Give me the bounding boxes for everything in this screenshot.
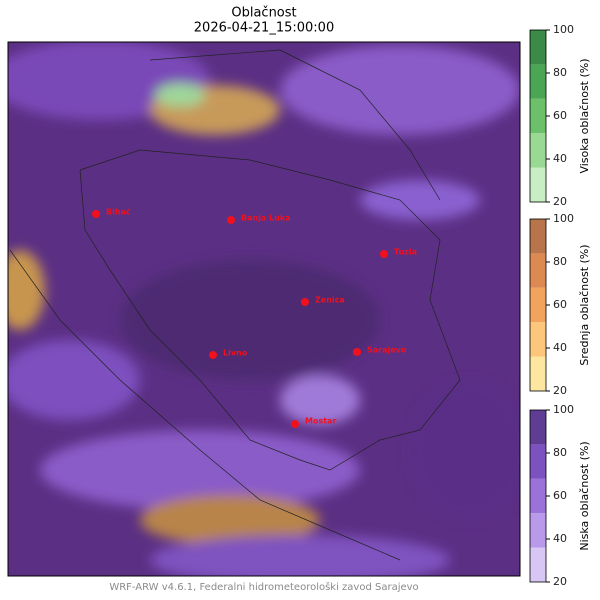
colorbar-segment bbox=[530, 167, 546, 202]
credit: WRF-ARW v4.6.1, Federalni hidrometeorolo… bbox=[109, 581, 418, 593]
colorbars: 20 40 60 80 100 Visoka oblačnost (%) 20 40 60 80 1… bbox=[529, 23, 591, 588]
city-label: Livno bbox=[223, 349, 248, 358]
colorbar-tick-label: 20 bbox=[553, 195, 567, 208]
colorbar-segment bbox=[530, 98, 546, 134]
city-marker bbox=[301, 298, 309, 306]
colorbar-segment bbox=[530, 64, 546, 99]
city-label: Sarajevo bbox=[367, 346, 407, 355]
colorbar-tick-label: 60 bbox=[553, 298, 567, 311]
colorbar-segment bbox=[530, 219, 546, 254]
city-marker bbox=[92, 210, 100, 218]
cities: Bihać Banja Luka Tuzla Zenica Livno Sara… bbox=[92, 207, 417, 428]
colorbar-segment bbox=[530, 513, 546, 548]
colorbar-segment bbox=[530, 322, 546, 357]
colorbar-label: Visoka oblačnost (%) bbox=[578, 58, 591, 173]
colorbar-tick-label: 100 bbox=[553, 23, 574, 36]
colorbar-tick-label: 20 bbox=[553, 384, 567, 397]
colorbar-segment bbox=[530, 410, 546, 445]
colorbar-segment bbox=[530, 547, 546, 582]
colorbar-tick-label: 60 bbox=[553, 109, 567, 122]
colorbar-tick-label: 80 bbox=[553, 66, 567, 79]
city-label: Zenica bbox=[315, 296, 345, 305]
colorbar-label: Srednja oblačnost (%) bbox=[578, 244, 591, 365]
colorbar-label: Niska oblačnost (%) bbox=[578, 441, 591, 550]
colorbar-tick-label: 100 bbox=[553, 403, 574, 416]
map bbox=[8, 42, 520, 576]
map-frame bbox=[7, 41, 521, 577]
colorbar-tick-label: 40 bbox=[553, 532, 567, 545]
colorbar-segment bbox=[530, 478, 546, 514]
city-label: Tuzla bbox=[394, 248, 417, 257]
colorbar-tick-label: 40 bbox=[553, 341, 567, 354]
colorbar-tick-label: 20 bbox=[553, 575, 567, 588]
colorbar-tick-label: 40 bbox=[553, 152, 567, 165]
colorbar-segment bbox=[530, 30, 546, 65]
colorbar-tick-label: 80 bbox=[553, 446, 567, 459]
title: Oblačnost bbox=[231, 6, 296, 21]
colorbar-segment bbox=[530, 444, 546, 479]
city-marker bbox=[380, 250, 388, 258]
colorbar-tick-label: 60 bbox=[553, 489, 567, 502]
colorbar-segment bbox=[530, 253, 546, 288]
city-marker bbox=[227, 216, 235, 224]
city-label: Bihać bbox=[106, 207, 131, 217]
colorbar-segment bbox=[530, 356, 546, 391]
colorbar-tick-label: 100 bbox=[553, 212, 574, 225]
subtitle: 2026-04-21_15:00:00 bbox=[194, 21, 334, 36]
city-label: Mostar bbox=[305, 417, 336, 426]
city-marker bbox=[291, 420, 299, 428]
colorbar-segment bbox=[530, 133, 546, 168]
colorbar-segment bbox=[530, 287, 546, 323]
colorbar-tick-label: 80 bbox=[553, 255, 567, 268]
city-marker bbox=[209, 351, 217, 359]
city-marker bbox=[353, 348, 361, 356]
city-label: Banja Luka bbox=[241, 214, 291, 223]
